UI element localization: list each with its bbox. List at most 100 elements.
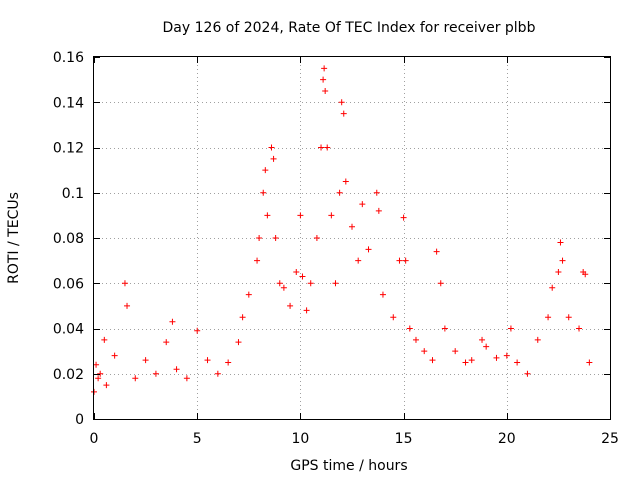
y-tick-label: 0.06 xyxy=(53,276,84,292)
chart-title: Day 126 of 2024, Rate Of TEC Index for r… xyxy=(163,20,536,36)
data-point xyxy=(321,65,328,72)
data-point xyxy=(262,167,269,174)
y-tick-labels: 0 0.02 0.04 0.06 0.08 0.1 0.12 0.14 0.16 xyxy=(53,50,84,428)
y-tick-label: 0.02 xyxy=(53,367,84,383)
data-point xyxy=(235,339,242,346)
data-point xyxy=(111,352,118,359)
data-point xyxy=(524,370,531,377)
x-tick-label: 20 xyxy=(498,431,516,447)
data-point xyxy=(256,235,263,241)
y-tick-label: 0.16 xyxy=(53,50,84,66)
data-point xyxy=(307,280,314,287)
data-point xyxy=(379,291,386,298)
data-point xyxy=(462,359,469,366)
data-point xyxy=(95,375,102,382)
data-point xyxy=(483,343,490,350)
data-point xyxy=(287,302,294,309)
y-tick-label: 0.12 xyxy=(53,141,84,157)
data-point xyxy=(280,284,287,291)
data-point xyxy=(103,382,110,389)
data-point xyxy=(270,155,277,162)
data-point xyxy=(441,325,448,332)
data-point xyxy=(324,144,331,151)
y-tick-label: 0.08 xyxy=(53,231,84,247)
data-point xyxy=(97,370,104,377)
data-point xyxy=(412,336,419,343)
data-point xyxy=(338,99,345,106)
data-point xyxy=(121,280,128,287)
data-point xyxy=(183,375,190,382)
data-point xyxy=(340,110,347,117)
data-point xyxy=(545,314,552,321)
data-point xyxy=(297,212,304,219)
data-point xyxy=(303,307,310,314)
data-point xyxy=(396,257,403,264)
data-point xyxy=(299,273,306,280)
data-point xyxy=(332,280,339,287)
data-point xyxy=(565,314,572,321)
data-point xyxy=(375,207,382,214)
data-point xyxy=(93,361,100,368)
data-point xyxy=(320,76,327,83)
data-point xyxy=(342,178,349,185)
x-tick-label: 25 xyxy=(601,431,619,447)
data-point xyxy=(507,325,514,332)
data-point xyxy=(534,336,541,343)
data-point xyxy=(359,201,366,208)
data-point xyxy=(225,359,232,366)
x-tick-label: 10 xyxy=(291,431,309,447)
data-point xyxy=(582,271,589,278)
data-point xyxy=(163,339,170,346)
x-tick-label: 0 xyxy=(90,431,99,447)
data-point xyxy=(400,214,407,221)
data-point xyxy=(254,257,261,264)
data-point xyxy=(152,370,159,377)
data-point xyxy=(349,223,355,230)
data-point xyxy=(549,284,556,291)
data-point xyxy=(365,246,372,253)
data-points xyxy=(91,65,593,395)
data-point xyxy=(493,354,500,361)
data-point xyxy=(173,366,180,373)
data-point xyxy=(514,359,521,366)
data-point xyxy=(214,370,221,377)
data-point xyxy=(557,239,564,246)
data-point xyxy=(264,212,271,219)
plot-frame xyxy=(93,56,611,420)
data-point xyxy=(260,189,267,196)
y-axis-label: ROTI / TECUs xyxy=(6,192,22,284)
data-point xyxy=(421,348,428,355)
data-point xyxy=(194,327,201,334)
data-point xyxy=(313,235,320,241)
data-point xyxy=(373,189,380,196)
y-tick-label: 0.1 xyxy=(62,186,84,202)
data-point xyxy=(555,268,562,275)
data-point xyxy=(336,189,343,196)
data-point xyxy=(576,325,583,332)
x-tick-labels: 0 5 10 15 20 25 xyxy=(90,431,619,447)
data-point xyxy=(132,375,139,382)
data-point xyxy=(406,325,413,332)
data-point xyxy=(433,248,440,255)
y-tick-label: 0 xyxy=(75,412,84,428)
data-point xyxy=(437,280,444,287)
grid-lines xyxy=(94,57,610,419)
data-point xyxy=(101,336,108,343)
data-point xyxy=(239,314,246,321)
data-point xyxy=(468,357,475,364)
data-point xyxy=(479,336,486,343)
y-tick-label: 0.14 xyxy=(53,95,84,111)
data-point xyxy=(559,257,566,264)
data-point xyxy=(293,268,300,275)
data-point xyxy=(503,352,510,359)
data-point xyxy=(586,359,593,366)
data-point xyxy=(452,348,459,355)
x-axis-label: GPS time / hours xyxy=(290,458,407,474)
data-point xyxy=(245,291,252,298)
data-point xyxy=(204,357,211,364)
data-point xyxy=(272,235,279,241)
x-tick-label: 5 xyxy=(193,431,202,447)
data-point xyxy=(142,357,149,364)
data-point xyxy=(268,144,275,151)
